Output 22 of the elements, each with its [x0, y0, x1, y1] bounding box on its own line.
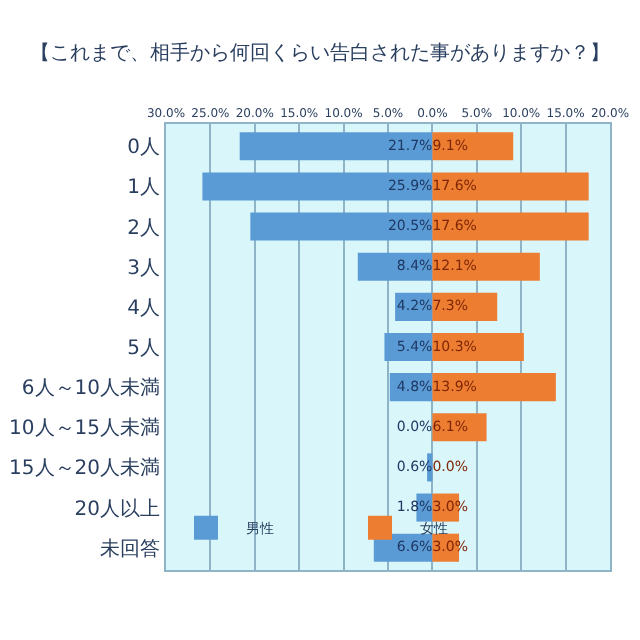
y-tick-label: 15人～20人未満 — [9, 456, 160, 481]
bar — [432, 373, 556, 402]
bar — [432, 292, 498, 321]
y-tick-label: 4人 — [127, 297, 160, 320]
y-tick-label: 2人 — [127, 217, 160, 240]
bar — [432, 132, 514, 161]
bar — [250, 212, 433, 241]
bar — [432, 212, 589, 241]
bar — [239, 132, 433, 161]
y-tick-label: 0人 — [127, 137, 160, 160]
y-tick-label: 未回答 — [100, 536, 160, 561]
y-tick-label: 3人 — [127, 257, 160, 280]
y-tick-label: 6人～10人未満 — [21, 376, 160, 401]
bar — [432, 172, 589, 201]
y-tick-label: 5人 — [127, 338, 160, 360]
chart-title: 【これまで、相手から何回くらい告白された事がありますか？】 — [30, 40, 610, 65]
bar — [432, 332, 524, 362]
y-tick-label: 10人～15人未満 — [9, 416, 160, 441]
y-tick-label: 1人 — [127, 177, 160, 200]
bar — [432, 252, 540, 281]
bar — [202, 172, 433, 201]
y-tick-label: 20人以上 — [74, 496, 160, 521]
